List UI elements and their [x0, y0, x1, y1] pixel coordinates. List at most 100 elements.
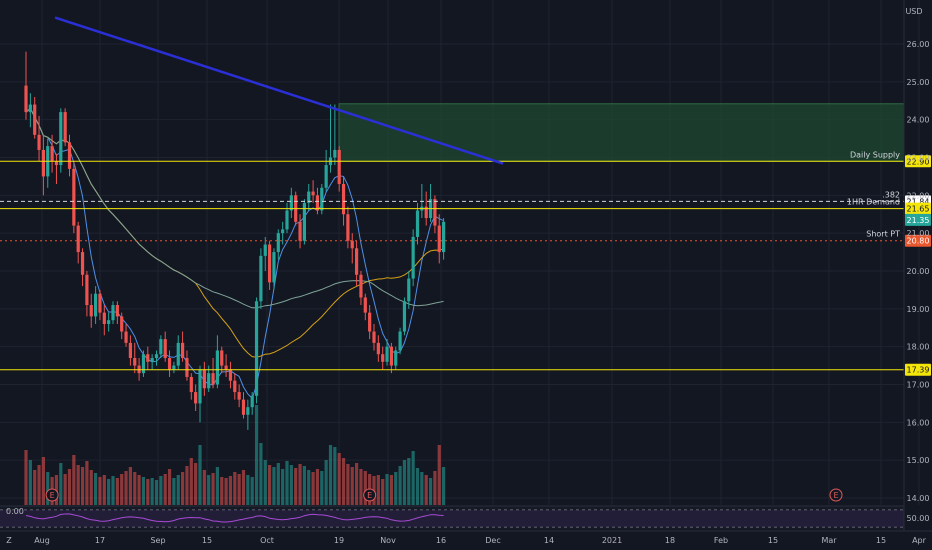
candle: [276, 229, 280, 260]
candle-body: [98, 293, 102, 313]
volume-bar: [54, 475, 59, 505]
candle-body: [341, 183, 346, 215]
candle-body: [67, 142, 72, 169]
candle: [141, 350, 146, 377]
candle: [146, 346, 150, 370]
candle-body: [80, 252, 85, 275]
volume-bar: [385, 474, 389, 505]
volume-bar: [389, 475, 393, 505]
volume-bar: [150, 478, 154, 505]
candle: [363, 293, 367, 321]
candle: [402, 297, 407, 336]
left-corner-label[interactable]: Z: [6, 536, 12, 545]
level-price-tag-text: 21.84: [907, 197, 930, 206]
volume-bar: [185, 466, 189, 505]
price-tick-label: 22.00: [907, 191, 930, 200]
time-tick-label: Dec: [485, 536, 500, 545]
candle: [307, 183, 311, 211]
level-label: Short PT: [866, 230, 900, 239]
time-tick-label: Apr: [912, 536, 927, 545]
volume-bar: [350, 467, 354, 505]
earnings-marker[interactable]: [363, 488, 377, 502]
volume-bar: [411, 451, 415, 505]
candle-body: [333, 149, 337, 158]
volume-bar: [154, 480, 159, 505]
candle-body: [89, 305, 93, 317]
candle-body: [198, 369, 202, 404]
volume-bar: [333, 447, 337, 505]
volume-bar: [181, 472, 185, 505]
candle: [224, 354, 228, 377]
candle: [24, 51, 28, 120]
volume-bars: [24, 405, 446, 505]
volume-bar: [294, 468, 298, 505]
candle: [28, 93, 32, 128]
candle: [41, 134, 45, 196]
candle-body: [411, 236, 415, 279]
candle: [198, 365, 202, 423]
candle-body: [202, 369, 206, 389]
price-axis[interactable]: 26.00 25.00 24.00 23.00 22.00 21.00 20.00 19.00…: [903, 0, 930, 530]
candle-body: [302, 202, 306, 241]
candle-body: [150, 358, 154, 362]
candle: [407, 271, 411, 309]
time-tick-label: Oct: [260, 536, 274, 545]
volume-bar: [320, 471, 324, 505]
candle-body: [289, 195, 293, 211]
volume-bar: [398, 466, 402, 505]
rsi-axis-value: 50.00: [907, 514, 930, 523]
candle: [237, 384, 241, 408]
time-tick-label: 15: [202, 536, 212, 545]
time-axis[interactable]: Aug 17 Sep 15 Oct 19 Nov 16 Dec 14 2021 18 Feb 15 Mar 1…: [0, 530, 932, 545]
candle-body: [381, 354, 385, 362]
volume-bar: [268, 465, 272, 505]
candle: [268, 240, 272, 290]
horizontal-levels[interactable]: Daily Supply 22.90 .382 21.84 1HR Demand 21.6…: [0, 150, 931, 376]
candle-body: [37, 134, 41, 150]
candle: [185, 350, 189, 381]
candle-body: [363, 297, 367, 313]
candle: [80, 248, 85, 287]
volume-bar: [355, 463, 359, 505]
candle: [89, 293, 93, 328]
candle: [50, 134, 54, 173]
candle: [355, 240, 359, 287]
candle: [189, 373, 193, 400]
volume-bar: [207, 475, 211, 505]
level-price-tag-text: 22.90: [907, 157, 930, 166]
candle-body: [120, 316, 124, 332]
candle-body: [59, 112, 63, 166]
candle: [54, 153, 59, 184]
volume-bar: [428, 478, 433, 505]
candle-body: [398, 331, 402, 351]
candle-body: [72, 168, 76, 226]
candle-body: [385, 346, 389, 362]
level-price-tag-text: 21.65: [907, 205, 930, 214]
volume-bar: [224, 478, 228, 505]
future-earnings-marker[interactable]: [829, 488, 843, 502]
trendline[interactable]: [54, 16, 504, 165]
candle-body: [407, 278, 411, 302]
candle: [211, 358, 215, 389]
volume-bar: [289, 465, 293, 505]
volume-bar: [37, 465, 41, 505]
candle-body: [368, 312, 372, 332]
candle-body: [185, 358, 189, 377]
price-tick-label: 16.00: [907, 418, 930, 427]
volume-bar: [420, 472, 424, 505]
candle: [98, 289, 102, 321]
volume-bar: [407, 458, 411, 505]
volume-bar: [376, 475, 380, 505]
time-tick-label: Aug: [34, 536, 50, 545]
volume-bar: [63, 474, 67, 505]
earnings-marker[interactable]: [45, 488, 59, 502]
level-price-tag: [905, 234, 931, 247]
price-tick-label: 23.00: [907, 154, 930, 163]
volume-bar: [94, 473, 98, 505]
candle-body: [215, 350, 219, 385]
candle: [298, 214, 302, 249]
candle-body: [50, 146, 54, 162]
